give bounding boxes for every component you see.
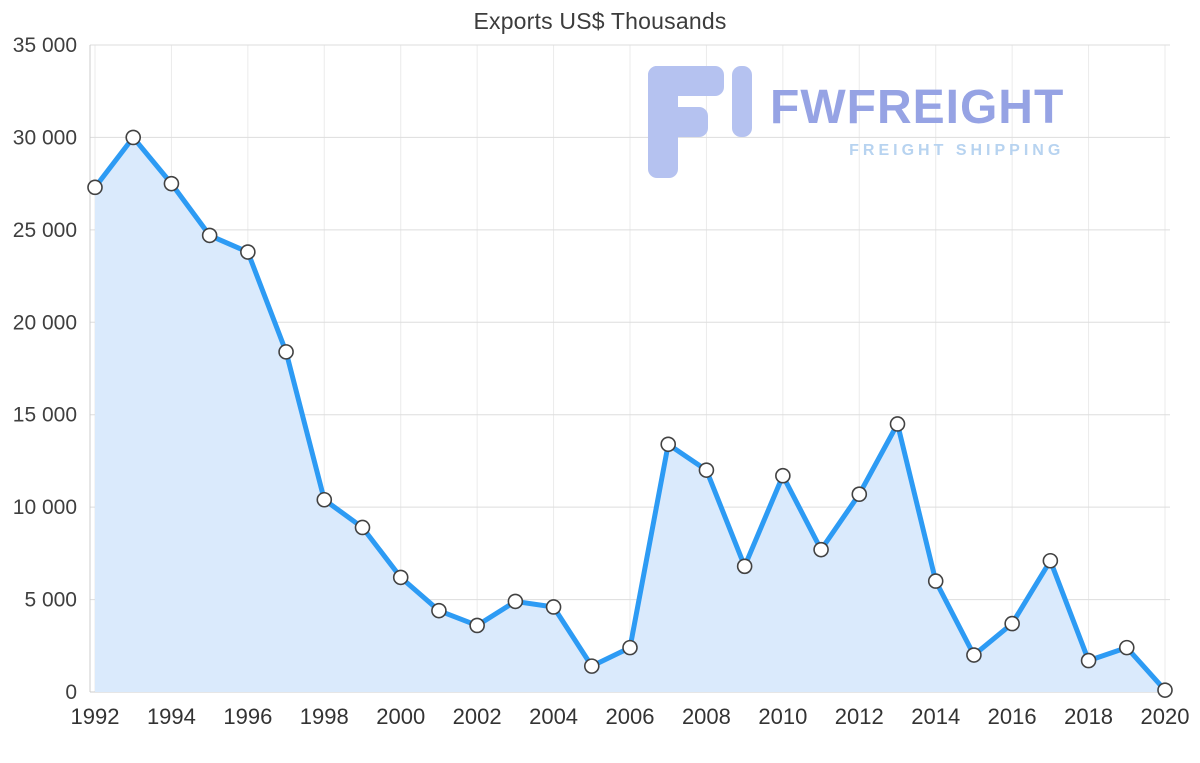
data-point (736, 558, 753, 575)
x-axis-tick-label: 1998 (300, 704, 349, 729)
y-axis-tick-label: 10 000 (13, 496, 77, 519)
data-point (851, 486, 868, 503)
data-point (125, 129, 142, 146)
data-point (354, 519, 371, 536)
x-axis-tick-label: 2014 (911, 704, 960, 729)
data-point (278, 344, 294, 360)
x-axis-tick-label: 2018 (1064, 704, 1113, 729)
data-point (1080, 652, 1097, 669)
y-axis-tick-label: 25 000 (13, 219, 77, 242)
x-axis-tick-label: 2012 (835, 704, 884, 729)
data-point (392, 569, 409, 586)
x-axis-tick-label: 2010 (758, 704, 807, 729)
data-point (966, 647, 982, 663)
data-point (469, 617, 485, 634)
y-axis-tick-label: 5 000 (24, 589, 77, 612)
x-axis-tick-label: 2016 (988, 704, 1037, 729)
x-axis-tick-label: 2008 (682, 704, 731, 729)
data-point (660, 436, 677, 453)
series-area (95, 137, 1165, 692)
chart-title: Exports US$ Thousands (473, 8, 727, 34)
x-axis-tick-label: 2006 (606, 704, 655, 729)
data-point (545, 599, 562, 615)
x-axis-tick-label: 2020 (1141, 704, 1190, 729)
data-point (698, 462, 715, 478)
x-axis-tick-label: 1992 (71, 704, 120, 729)
x-axis-tick-label: 1996 (223, 704, 272, 729)
data-point (163, 175, 180, 192)
x-axis-tick-label: 1994 (147, 704, 196, 729)
data-point (927, 573, 944, 589)
data-point (316, 491, 333, 508)
data-point (583, 658, 600, 674)
x-axis-tick-label: 2004 (529, 704, 578, 729)
y-axis-tick-label: 35 000 (13, 34, 77, 57)
data-point (201, 227, 218, 244)
data-point (240, 244, 256, 260)
data-point (87, 179, 103, 196)
data-point (1004, 615, 1020, 632)
data-point (1118, 639, 1135, 656)
data-point (1042, 552, 1059, 569)
data-point (622, 639, 638, 656)
x-axis-tick-label: 2000 (376, 704, 425, 729)
y-axis-tick-label: 0 (65, 681, 77, 704)
data-point (431, 602, 447, 619)
data-point (889, 416, 906, 432)
y-axis-tick-label: 20 000 (13, 311, 77, 334)
data-point (775, 467, 791, 484)
y-axis-tick-label: 30 000 (13, 126, 77, 149)
y-axis-tick-label: 15 000 (13, 404, 77, 427)
data-point (507, 593, 524, 610)
data-point (1157, 682, 1173, 698)
data-point (813, 541, 829, 558)
x-axis-tick-label: 2002 (453, 704, 502, 729)
